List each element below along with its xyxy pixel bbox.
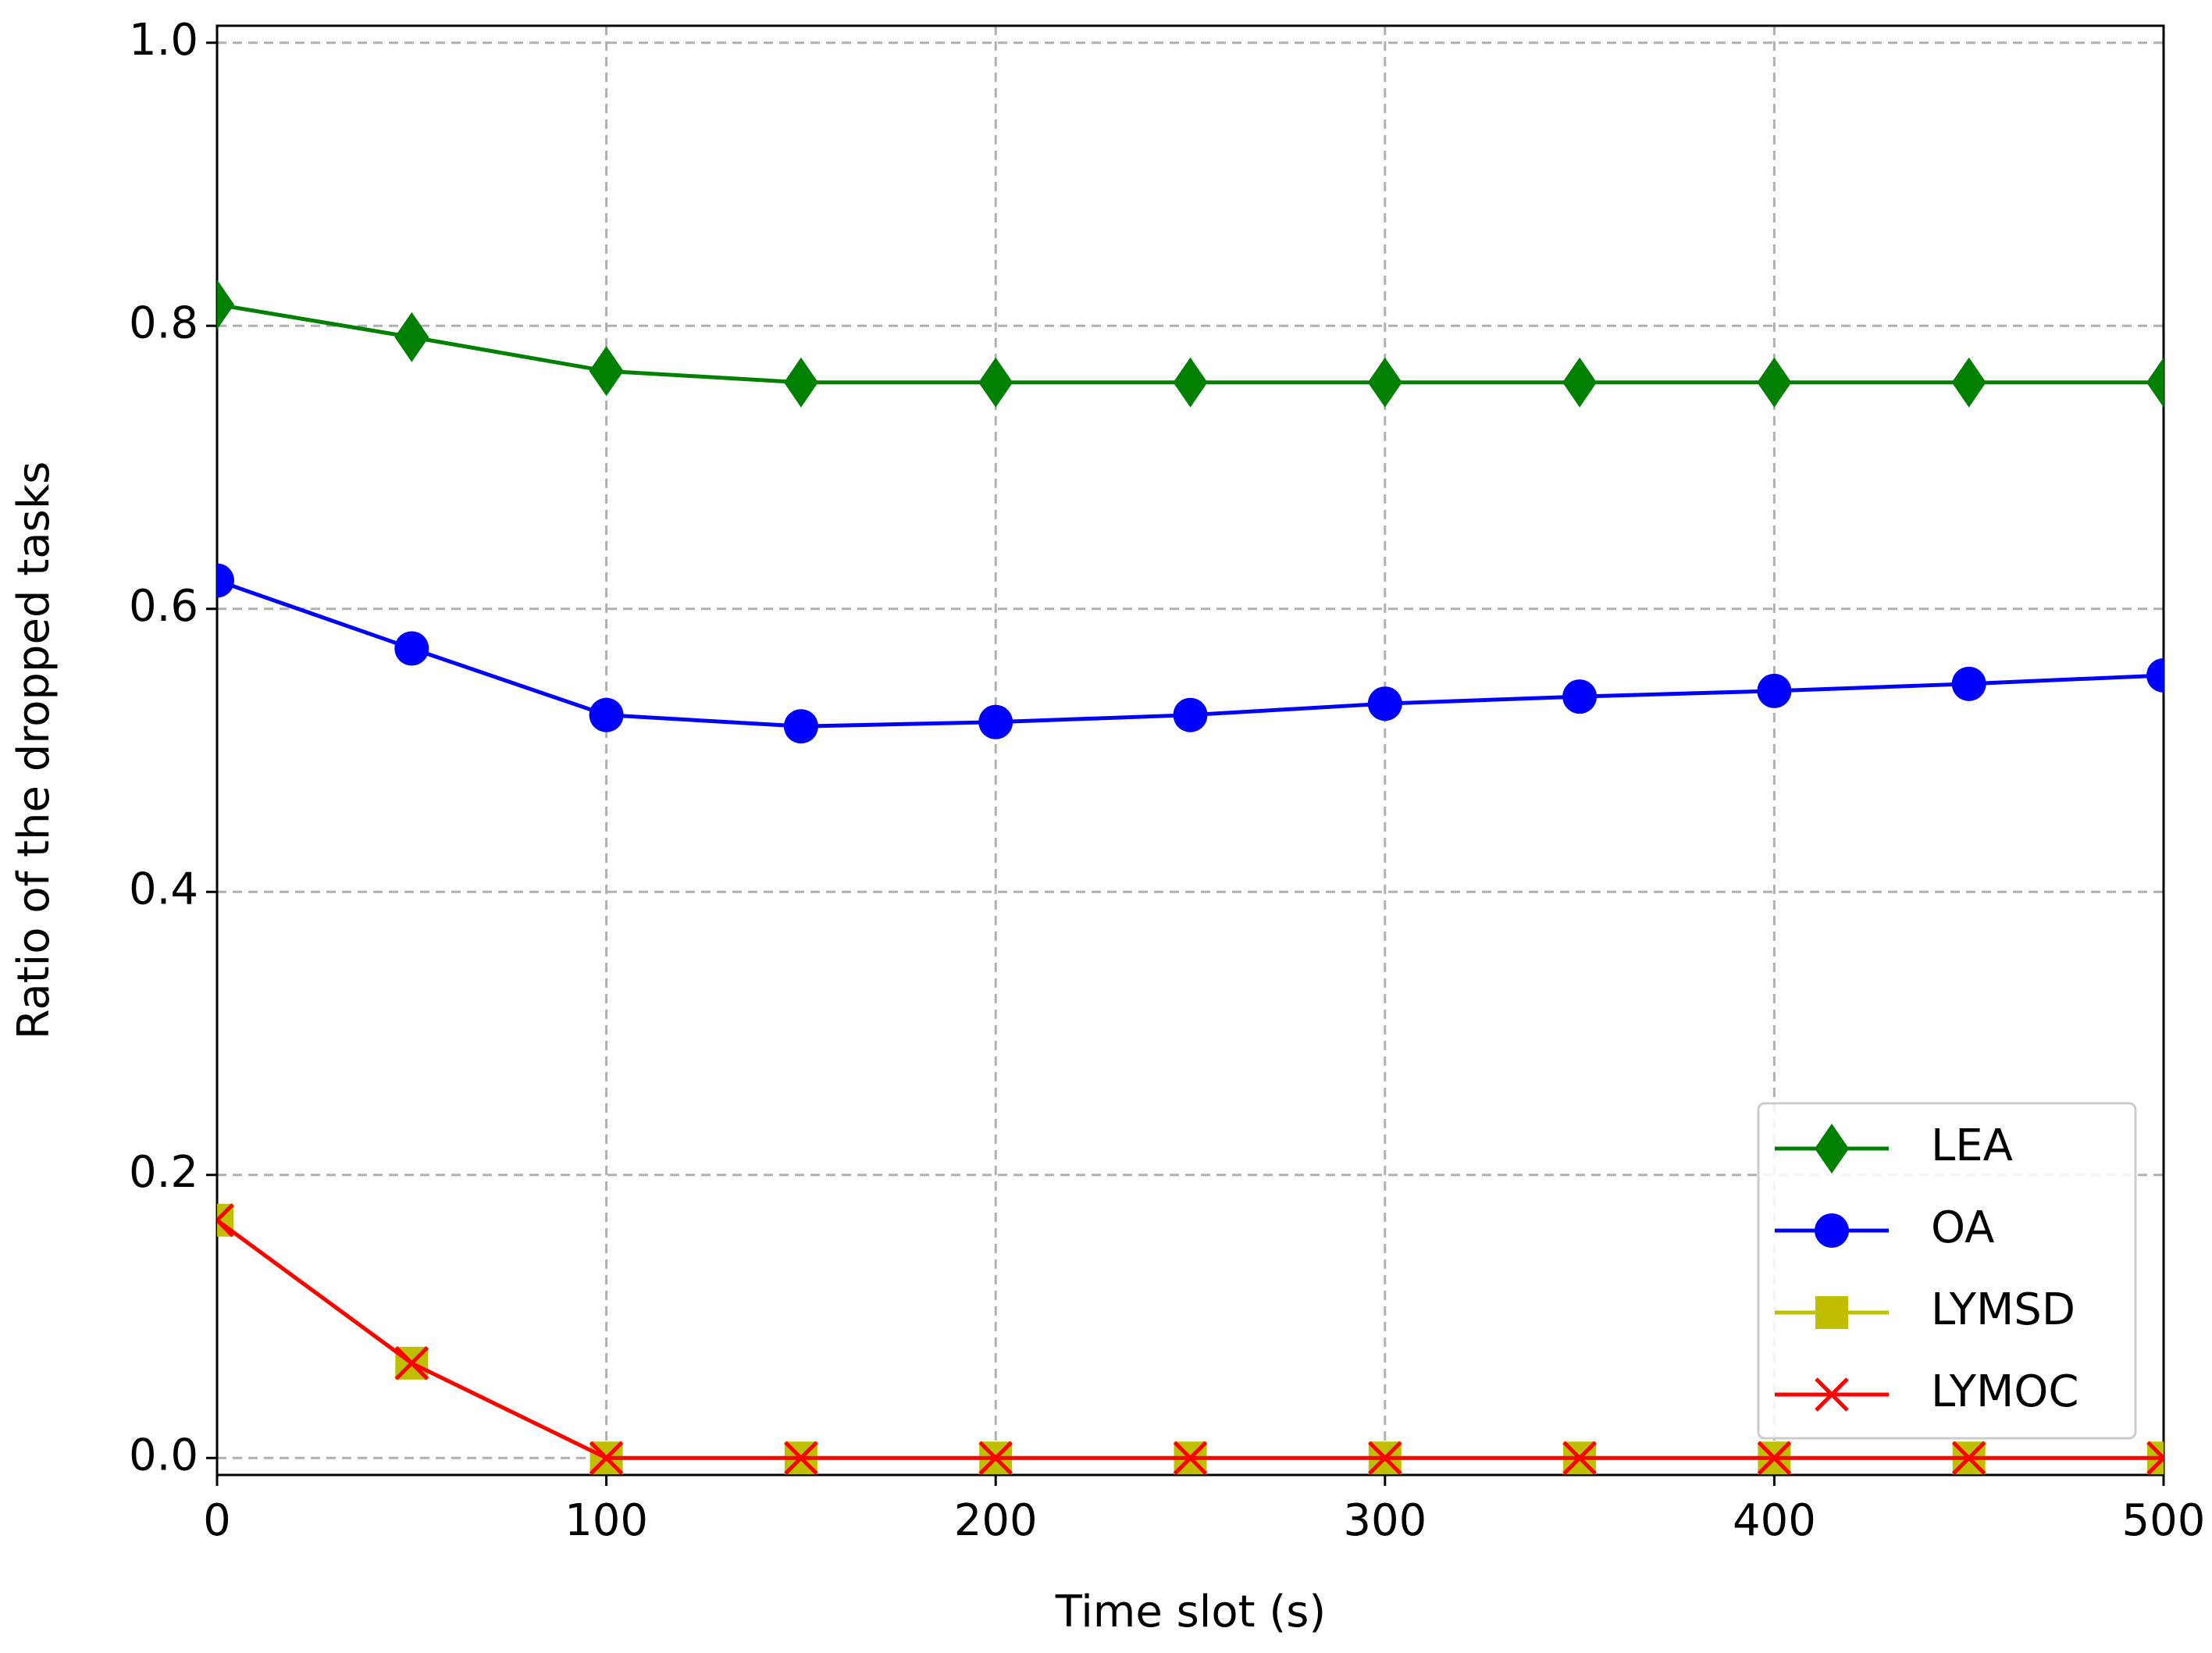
x-tick-label: 300 [1343, 1495, 1427, 1546]
marker [2146, 1441, 2164, 1475]
marker [589, 1441, 624, 1475]
marker [1173, 697, 1208, 732]
marker [2146, 657, 2164, 693]
marker [589, 697, 624, 732]
marker [589, 346, 624, 397]
marker [1368, 1441, 1402, 1475]
y-axis-label: Ratio of the dropped tasks [9, 461, 59, 1040]
plot-frame [216, 24, 2165, 1477]
y-tick-label: 1.0 [129, 15, 198, 66]
marker [1757, 357, 1792, 408]
y-tick-label: 0.2 [129, 1147, 198, 1198]
marker [2146, 357, 2164, 408]
marker [1562, 1441, 1597, 1475]
marker [1951, 1441, 1986, 1475]
marker [1757, 673, 1792, 708]
marker [978, 1441, 1013, 1475]
marker [978, 357, 1013, 408]
marker [1173, 357, 1208, 408]
marker [1562, 679, 1598, 714]
marker [784, 1441, 818, 1475]
x-tick-label: 0 [203, 1495, 231, 1546]
y-tick-label: 0.8 [129, 297, 198, 348]
plot-area [217, 280, 2164, 1475]
x-tick-label: 200 [954, 1495, 1038, 1546]
marker [217, 280, 234, 330]
y-tick-label: 0.4 [129, 864, 198, 914]
marker [394, 1346, 429, 1380]
marker [1951, 666, 1986, 701]
legend-marker [1815, 1124, 1849, 1174]
legend-marker [1815, 1213, 1849, 1248]
marker [394, 312, 429, 362]
x-tick-label: 400 [1733, 1495, 1816, 1546]
marker [978, 704, 1013, 739]
marker [1173, 1441, 1208, 1475]
marker [217, 1202, 234, 1238]
marker [1562, 357, 1598, 408]
legend-label: LYMSD [1931, 1284, 2075, 1335]
marker [783, 709, 818, 744]
marker [1367, 686, 1402, 721]
x-tick-label: 500 [2122, 1495, 2206, 1546]
legend-label: LYMOC [1931, 1366, 2078, 1417]
x-axis-label: Time slot (s) [1055, 1587, 1326, 1637]
marker [1951, 357, 1986, 408]
y-tick-label: 0.0 [129, 1430, 198, 1480]
x-tick-label: 100 [565, 1495, 648, 1546]
legend-marker [1815, 1296, 1848, 1329]
marker [1367, 357, 1402, 408]
marker [217, 563, 234, 598]
marker [394, 631, 429, 666]
legend-label: OA [1931, 1202, 1994, 1253]
y-tick-label: 0.6 [129, 581, 198, 632]
legend-marker [1815, 1377, 1849, 1412]
legend-label: LEA [1931, 1120, 2013, 1171]
marker [1757, 1441, 1792, 1475]
legend-box [1757, 1102, 2137, 1440]
marker [783, 357, 818, 408]
